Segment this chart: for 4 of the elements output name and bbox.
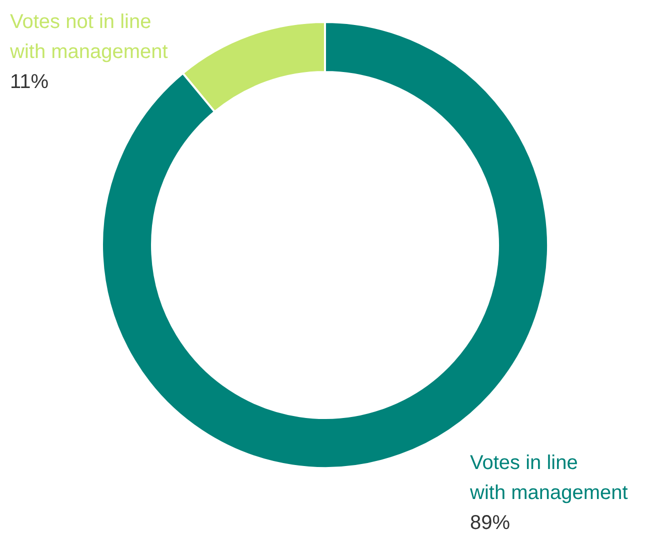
data-label: 11% (10, 71, 49, 93)
slice-label: Votes not in line with management (9, 11, 168, 63)
data-label: 89% (470, 512, 510, 534)
slice-label: Votes in line with management (469, 452, 628, 504)
